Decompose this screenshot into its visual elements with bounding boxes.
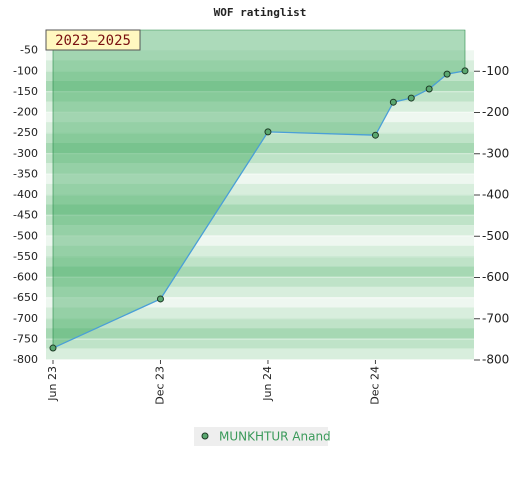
x-tick-label: Dec 24	[368, 366, 381, 405]
stripe	[46, 50, 474, 61]
stripe	[46, 70, 474, 81]
legend-marker	[201, 432, 209, 440]
y2-tick-label: -400	[482, 188, 509, 202]
y-tick-label: -500	[13, 229, 38, 242]
stripe	[46, 173, 474, 184]
y2-tick-label: -600	[482, 270, 509, 284]
x-tick-label: Jun 24	[261, 366, 274, 402]
y-tick-label: -750	[13, 332, 38, 345]
stripe	[46, 153, 474, 164]
point	[49, 344, 57, 352]
point	[156, 295, 164, 303]
stripe	[46, 60, 474, 71]
stripe	[46, 328, 474, 339]
y-tick-label: -150	[13, 85, 38, 98]
y-tick-label: -100	[13, 64, 38, 77]
stripe	[46, 317, 474, 329]
stripe	[46, 163, 474, 174]
stripe	[46, 214, 474, 226]
stripe	[46, 338, 474, 349]
y-tick-label: -300	[13, 147, 38, 160]
point	[407, 94, 415, 102]
y-tick-label: -800	[13, 353, 38, 366]
plot-background	[46, 50, 474, 361]
stripe	[46, 80, 474, 92]
stripe	[46, 297, 474, 308]
stripe	[46, 266, 474, 277]
legend-label: MUNKHTUR Anand	[219, 430, 331, 444]
point	[425, 85, 433, 93]
x-tick-label: Jun 23	[46, 366, 59, 402]
stripe	[46, 307, 474, 318]
annotation: 2023–2025	[55, 33, 131, 49]
y2-tick-label: -200	[482, 105, 509, 119]
stripe	[46, 359, 474, 360]
stripe	[46, 286, 474, 298]
y2-tick-label: -100	[482, 64, 509, 78]
point	[371, 131, 379, 139]
stripe	[46, 142, 474, 153]
stripe	[46, 91, 474, 102]
y-tick-label: -50	[20, 44, 38, 57]
stripe	[46, 194, 474, 205]
legend	[194, 427, 328, 446]
stripe	[46, 256, 474, 267]
chart-title: WOF ratinglist	[214, 6, 307, 19]
stripe	[46, 204, 474, 215]
y-tick-label: -450	[13, 209, 38, 222]
stripe	[46, 183, 474, 195]
stripe	[46, 132, 474, 143]
y2-tick-label: -800	[482, 353, 509, 367]
stripe	[46, 235, 474, 246]
point	[264, 128, 272, 136]
plot	[49, 29, 469, 352]
y2-tick-label: -300	[482, 146, 509, 160]
stripe	[46, 245, 474, 256]
stripe	[46, 276, 474, 287]
y2-tick-label: -500	[482, 229, 509, 243]
stripe	[46, 122, 474, 133]
x-tick-label: Dec 23	[153, 366, 166, 405]
y-tick-label: -250	[13, 126, 38, 139]
y-tick-label: -400	[13, 188, 38, 201]
stripe	[46, 348, 474, 359]
y-tick-label: -600	[13, 271, 38, 284]
stripe	[46, 225, 474, 236]
y-tick-label: -650	[13, 291, 38, 304]
y-tick-label: -550	[13, 250, 38, 263]
y-tick-label: -350	[13, 167, 38, 180]
y-tick-label: -700	[13, 312, 38, 325]
point	[461, 67, 469, 75]
y2-tick-label: -700	[482, 311, 509, 325]
y-tick-label: -200	[13, 106, 38, 119]
point	[443, 70, 451, 78]
stripe	[46, 101, 474, 112]
point	[389, 98, 397, 106]
stripe	[46, 111, 474, 123]
annotation-box	[45, 29, 141, 51]
